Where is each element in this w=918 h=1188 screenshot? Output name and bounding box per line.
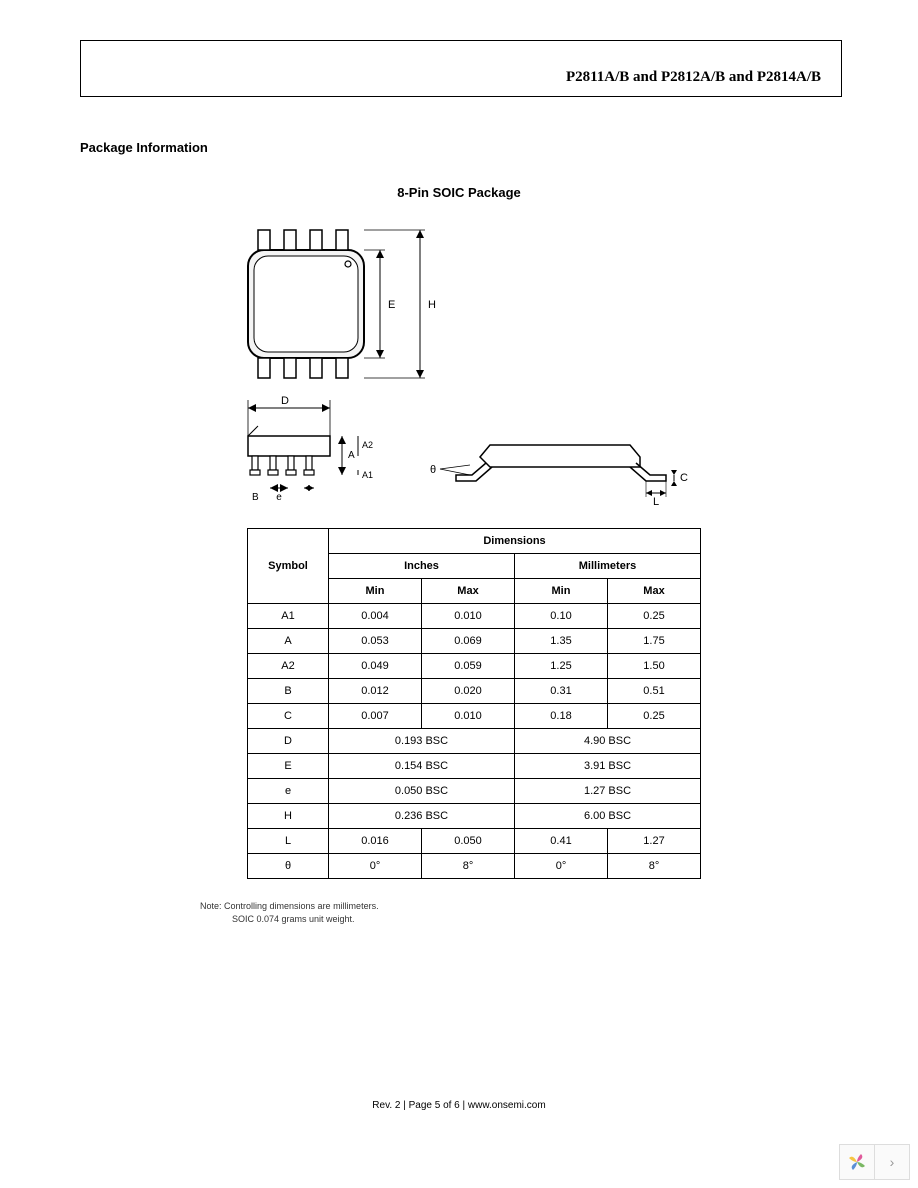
cell-symbol: E [248, 754, 329, 779]
nav-logo-button[interactable] [839, 1144, 875, 1180]
cell-in-max: 0.020 [422, 679, 515, 704]
dim-label-E: E [388, 299, 395, 311]
chevron-right-icon: › [890, 1154, 895, 1170]
table-row: H0.236 BSC6.00 BSC [248, 804, 701, 829]
table-row: B0.0120.0200.310.51 [248, 679, 701, 704]
dim-label-D: D [281, 395, 289, 407]
cell-symbol: C [248, 704, 329, 729]
cell-mm-max: 1.50 [608, 654, 701, 679]
dim-label-B: B [252, 492, 259, 503]
cell-in-max: 8° [422, 854, 515, 879]
cell-in-span: 0.050 BSC [329, 779, 515, 804]
package-title: 8-Pin SOIC Package [0, 185, 918, 200]
th-symbol: Symbol [248, 529, 329, 604]
cell-mm-min: 1.35 [515, 629, 608, 654]
cell-symbol: A1 [248, 604, 329, 629]
cell-mm-max: 8° [608, 854, 701, 879]
table-row: D0.193 BSC4.90 BSC [248, 729, 701, 754]
cell-mm-min: 0° [515, 854, 608, 879]
dim-label-C: C [680, 472, 688, 484]
note-line-1: Note: Controlling dimensions are millime… [200, 900, 379, 913]
cell-in-span: 0.154 BSC [329, 754, 515, 779]
cell-mm-min: 0.41 [515, 829, 608, 854]
cell-symbol: L [248, 829, 329, 854]
page-nav-widget: › [840, 1144, 910, 1180]
table-notes: Note: Controlling dimensions are millime… [200, 900, 379, 925]
cell-mm-max: 0.25 [608, 604, 701, 629]
cell-symbol: e [248, 779, 329, 804]
table-row: L0.0160.0500.411.27 [248, 829, 701, 854]
note-line-2: SOIC 0.074 grams unit weight. [232, 913, 379, 926]
cell-in-min: 0.004 [329, 604, 422, 629]
th-mm-min: Min [515, 579, 608, 604]
cell-mm-max: 1.75 [608, 629, 701, 654]
cell-mm-min: 0.18 [515, 704, 608, 729]
cell-symbol: D [248, 729, 329, 754]
table-row: e0.050 BSC1.27 BSC [248, 779, 701, 804]
cell-in-min: 0.049 [329, 654, 422, 679]
cell-symbol: θ [248, 854, 329, 879]
cell-mm-max: 1.27 [608, 829, 701, 854]
cell-in-max: 0.010 [422, 704, 515, 729]
cell-in-max: 0.050 [422, 829, 515, 854]
th-mm-max: Max [608, 579, 701, 604]
section-title: Package Information [80, 140, 208, 155]
dim-label-L: L [653, 496, 659, 508]
table-row: E0.154 BSC3.91 BSC [248, 754, 701, 779]
cell-symbol: A2 [248, 654, 329, 679]
cell-mm-min: 1.25 [515, 654, 608, 679]
cell-mm-min: 0.31 [515, 679, 608, 704]
dim-label-A2: A2 [362, 440, 373, 450]
cell-in-min: 0.012 [329, 679, 422, 704]
dim-label-H: H [428, 299, 436, 311]
cell-in-span: 0.193 BSC [329, 729, 515, 754]
dim-label-e: e [276, 492, 282, 503]
cell-mm-span: 4.90 BSC [515, 729, 701, 754]
cell-in-max: 0.010 [422, 604, 515, 629]
th-dimensions: Dimensions [329, 529, 701, 554]
page-footer: Rev. 2 | Page 5 of 6 | www.onsemi.com [0, 1100, 918, 1111]
cell-mm-span: 6.00 BSC [515, 804, 701, 829]
package-diagram: E H D [230, 220, 690, 510]
part-number-header: P2811A/B and P2812A/B and P2814A/B [566, 69, 821, 86]
pinwheel-icon [847, 1152, 867, 1172]
header-box: P2811A/B and P2812A/B and P2814A/B [80, 40, 842, 97]
table-row: A20.0490.0591.251.50 [248, 654, 701, 679]
cell-symbol: B [248, 679, 329, 704]
table-row: A0.0530.0691.351.75 [248, 629, 701, 654]
cell-in-span: 0.236 BSC [329, 804, 515, 829]
cell-in-min: 0.053 [329, 629, 422, 654]
cell-mm-max: 0.51 [608, 679, 701, 704]
dim-label-theta: θ [430, 464, 436, 476]
cell-in-max: 0.059 [422, 654, 515, 679]
cell-mm-span: 3.91 BSC [515, 754, 701, 779]
cell-mm-span: 1.27 BSC [515, 779, 701, 804]
cell-symbol: A [248, 629, 329, 654]
cell-in-min: 0.007 [329, 704, 422, 729]
dim-label-A1: A1 [362, 470, 373, 480]
th-mm: Millimeters [515, 554, 701, 579]
cell-mm-min: 0.10 [515, 604, 608, 629]
th-in-max: Max [422, 579, 515, 604]
nav-next-button[interactable]: › [874, 1144, 910, 1180]
cell-in-max: 0.069 [422, 629, 515, 654]
th-inches: Inches [329, 554, 515, 579]
cell-in-min: 0.016 [329, 829, 422, 854]
table-row: C0.0070.0100.180.25 [248, 704, 701, 729]
cell-mm-max: 0.25 [608, 704, 701, 729]
th-in-min: Min [329, 579, 422, 604]
cell-symbol: H [248, 804, 329, 829]
table-row: θ0°8°0°8° [248, 854, 701, 879]
cell-in-min: 0° [329, 854, 422, 879]
dimensions-table: Symbol Dimensions Inches Millimeters Min… [247, 528, 701, 879]
table-row: A10.0040.0100.100.25 [248, 604, 701, 629]
dim-label-A: A [348, 450, 355, 461]
